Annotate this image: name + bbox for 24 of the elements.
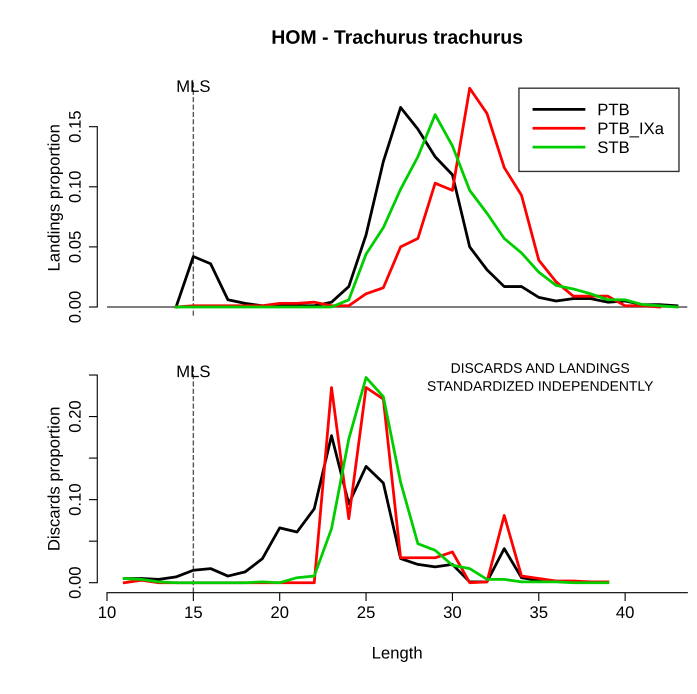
legend-label: PTB_IXa (598, 122, 664, 138)
y-tick-label: 0.00 (68, 567, 81, 598)
ref-line-label: MLS (178, 80, 210, 92)
y-tick-label: 0.20 (68, 400, 81, 432)
chart-title: HOM - Trachurus trachurus (272, 30, 522, 44)
x-tick-label: 10 (98, 606, 116, 618)
legend-label: PTB (598, 104, 629, 116)
annotation: DISCARDS AND LANDINGS STANDARDIZED INDEPENDENTLY (428, 363, 654, 391)
y-tick-label: 0.00 (68, 291, 81, 323)
y-axis-title: Discards proportion (47, 408, 63, 550)
x-tick-label: 25 (358, 606, 375, 618)
legend-label: STB (598, 141, 629, 154)
y-axis-title: Landings proportion (47, 125, 63, 270)
x-tick-label: 30 (444, 606, 462, 618)
ref-line-label: MLS (178, 365, 210, 378)
x-tick-label: 20 (271, 606, 288, 618)
y-tick-label: 0.10 (68, 484, 81, 516)
x-tick-label: 15 (185, 606, 202, 618)
y-tick-label: 0.05 (68, 231, 81, 262)
x-tick-label: 40 (616, 606, 634, 618)
x-axis-title: Length (373, 646, 422, 662)
y-tick-label: 0.15 (68, 111, 81, 142)
y-tick-label: 0.10 (68, 171, 81, 202)
x-tick-label: 35 (530, 606, 548, 618)
